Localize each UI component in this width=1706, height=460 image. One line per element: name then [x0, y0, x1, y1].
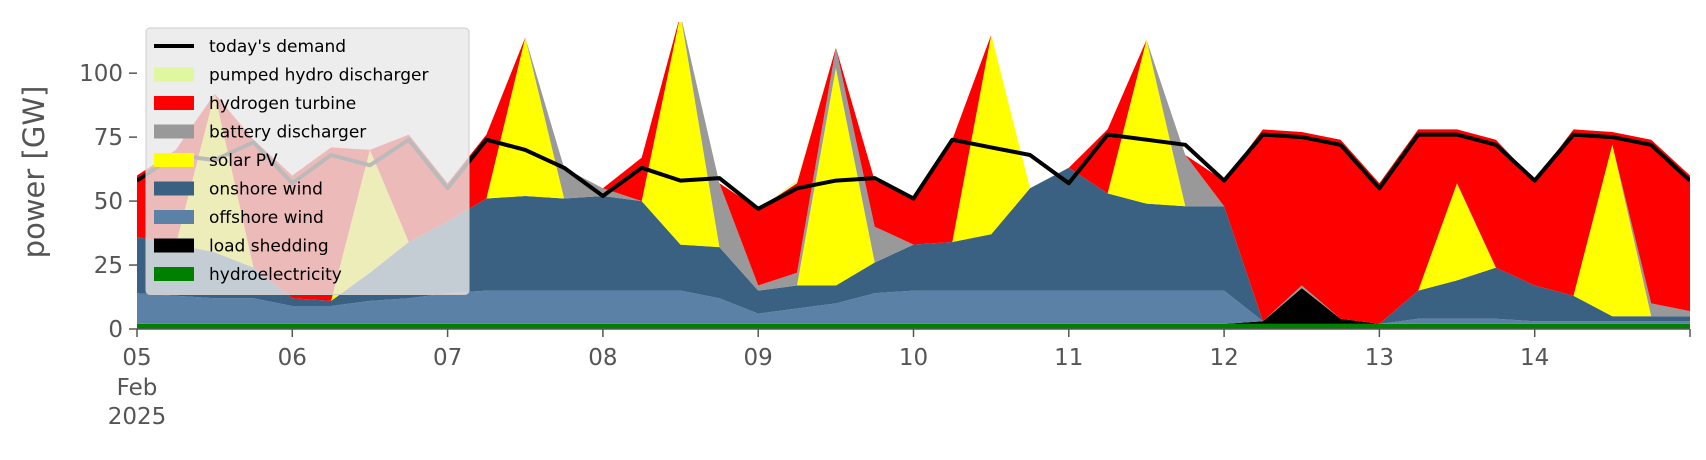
legend-swatch-battery-discharger — [154, 124, 194, 139]
legend-swatch-hydrogen-turbine — [154, 96, 194, 110]
x-tick-label: 12 — [1209, 345, 1238, 371]
y-tick-label: 25 — [94, 253, 123, 279]
x-tick-sublabel: Feb — [117, 375, 158, 401]
legend-label-today-s-demand: today's demand — [209, 37, 346, 57]
y-axis-label: power [GW] — [17, 86, 51, 259]
legend-label-onshore-wind: onshore wind — [209, 180, 323, 200]
legend-label-hydrogen-turbine: hydrogen turbine — [209, 94, 356, 114]
x-tick-label: 05 — [122, 345, 151, 371]
x-tick-label: 13 — [1365, 345, 1394, 371]
legend-box — [145, 27, 470, 295]
legend-swatch-load-shedding — [154, 238, 194, 253]
legend-label-hydroelectricity: hydroelectricity — [209, 265, 342, 285]
y-tick-label: 50 — [94, 189, 123, 215]
x-tick-label: 11 — [1054, 345, 1083, 371]
legend-label-solar-pv: solar PV — [209, 151, 278, 171]
legend: today's demand pumped hydro discharger hyd… — [145, 27, 470, 295]
area-hydroelectricity — [137, 323, 1690, 329]
area-onshore-wind — [137, 167, 1690, 324]
x-tick-label: 09 — [744, 345, 773, 371]
x-tick-label: 06 — [278, 345, 307, 371]
x-tick-sublabel: 2025 — [108, 404, 167, 430]
x-tick-label: 07 — [433, 345, 462, 371]
legend-swatch-pumped-hydro-discharger — [154, 67, 194, 82]
y-tick-label: 100 — [79, 61, 123, 87]
legend-swatch-solar-pv — [154, 153, 194, 167]
legend-swatch-hydroelectricity — [154, 267, 194, 281]
legend-swatch-onshore-wind — [154, 181, 194, 196]
y-tick-label: 0 — [108, 317, 123, 343]
legend-label-load-shedding: load shedding — [209, 237, 329, 257]
x-tick-label: 14 — [1520, 345, 1549, 371]
legend-label-offshore-wind: offshore wind — [209, 208, 324, 228]
y-tick-label: 75 — [94, 125, 123, 151]
legend-label-pumped-hydro-discharger: pumped hydro discharger — [209, 66, 428, 86]
series-layer — [137, 22, 1690, 329]
axes: 0 25 50 75 100 05 Feb 2025 06 07 08 09 10 11 12 13 14 — [79, 61, 1691, 430]
area-solar-pv — [137, 22, 1690, 324]
legend-label-battery-discharger: battery discharger — [209, 123, 366, 143]
area-hydrogen-turbine — [137, 22, 1690, 324]
x-tick-label: 10 — [899, 345, 928, 371]
area-load-shedding — [137, 288, 1690, 324]
legend-swatch-offshore-wind — [154, 210, 194, 224]
x-tick-label: 08 — [588, 345, 617, 371]
area-offshore-wind — [137, 288, 1690, 324]
